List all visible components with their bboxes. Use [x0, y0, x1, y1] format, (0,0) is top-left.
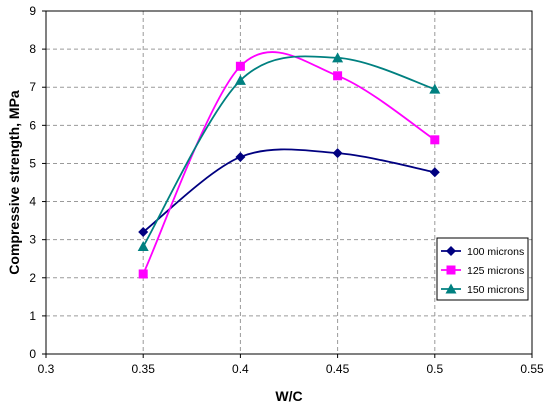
data-point: [333, 71, 343, 81]
legend-marker: [445, 283, 457, 294]
data-point: [235, 61, 245, 71]
data-point: [429, 167, 440, 178]
plot-area-frame: [45, 10, 533, 355]
series-2: [137, 52, 441, 252]
y-tick-label: 3: [29, 233, 36, 247]
y-tick-label: 6: [29, 118, 36, 132]
axis-ticks: 0 1 2 3 4 5 6 7 8 9 0.3 0.35 0.4 0.45 0.5 0.55: [29, 4, 544, 376]
legend-label: 150 microns: [467, 284, 524, 296]
data-series: [137, 51, 441, 279]
y-tick-label: 7: [29, 80, 36, 94]
data-point: [234, 74, 246, 85]
x-tick-label: 0.3: [38, 362, 55, 376]
data-point: [137, 241, 149, 252]
y-tick-label: 5: [29, 156, 36, 170]
series-line: [142, 51, 436, 275]
series-line: [142, 148, 435, 233]
x-tick-label: 0.55: [520, 362, 544, 376]
data-point: [332, 148, 343, 159]
y-axis-title: Compressive strength, MPa: [6, 90, 22, 275]
x-tick-label: 0.4: [232, 362, 249, 376]
x-axis-title: W/C: [275, 388, 302, 404]
data-point: [429, 83, 441, 94]
series-1: [138, 51, 440, 279]
x-tick-label: 0.5: [426, 362, 443, 376]
y-tick-label: 9: [29, 4, 36, 18]
y-tick-label: 4: [29, 195, 36, 209]
legend-marker: [446, 246, 456, 256]
data-point: [138, 227, 149, 238]
series-line: [142, 55, 436, 247]
legend-label: 100 microns: [467, 246, 524, 258]
data-point: [235, 151, 246, 162]
series-0: [138, 148, 440, 238]
data-point: [332, 52, 344, 63]
x-tick-label: 0.35: [132, 362, 156, 376]
y-tick-label: 0: [29, 347, 36, 361]
data-point: [138, 269, 148, 279]
data-point: [430, 135, 440, 145]
legend-marker: [446, 265, 456, 275]
y-tick-label: 2: [29, 271, 36, 285]
y-tick-label: 8: [29, 42, 36, 56]
x-tick-label: 0.45: [326, 362, 350, 376]
legend-label: 125 microns: [467, 265, 524, 277]
y-tick-label: 1: [29, 309, 36, 323]
legend: 100 microns 125 microns 150 microns: [436, 237, 529, 301]
